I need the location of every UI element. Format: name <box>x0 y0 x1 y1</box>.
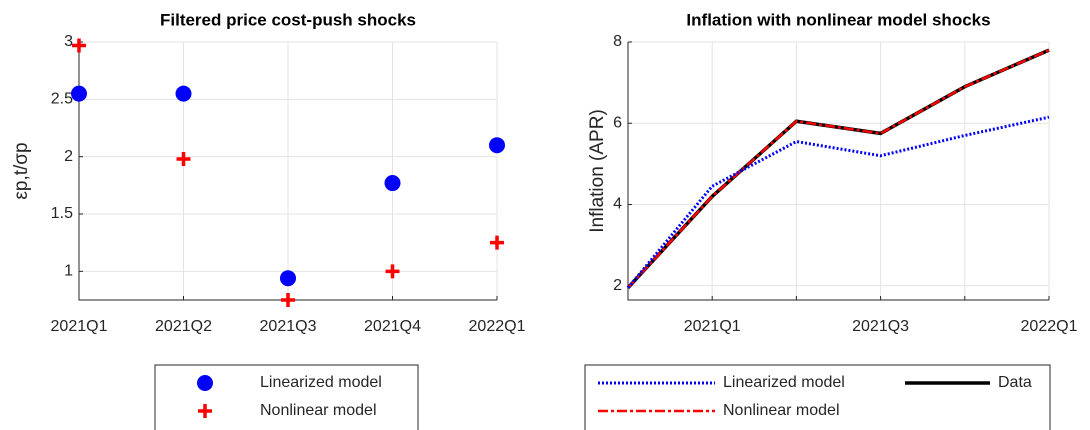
legend-label: Nonlinear model <box>723 402 840 419</box>
x-tick-label: 2021Q2 <box>155 318 212 335</box>
legend-label: Nonlinear model <box>260 402 377 419</box>
legend-label: Data <box>998 374 1032 391</box>
chart-title: Filtered price cost-push shocks <box>160 10 416 29</box>
y-tick-label: 6 <box>613 114 622 131</box>
point <box>197 375 213 391</box>
y-tick-label: 3 <box>64 33 73 50</box>
point <box>175 85 192 102</box>
y-tick-label: 2.5 <box>51 91 73 108</box>
y-tick-label: 2 <box>613 277 622 294</box>
point <box>385 264 400 279</box>
x-tick-label: 2021Q1 <box>51 318 108 335</box>
point <box>384 175 401 192</box>
point <box>489 137 505 154</box>
line <box>626 115 1050 289</box>
legend-label: Linearized model <box>723 374 845 391</box>
x-tick-label: 2021Q4 <box>364 318 421 335</box>
y-tick-label: 4 <box>613 196 622 213</box>
chart-title: Inflation with nonlinear model shocks <box>686 10 990 29</box>
y-tick-label: 1.5 <box>51 205 73 222</box>
legend <box>154 364 419 430</box>
point <box>198 404 212 418</box>
point <box>490 235 504 250</box>
plot-area <box>628 42 1049 300</box>
y-tick-label: 1 <box>64 263 73 280</box>
x-tick-label: 2022Q1 <box>469 318 526 335</box>
legend <box>584 364 1051 430</box>
point <box>176 151 191 166</box>
x-tick-label: 2021Q1 <box>684 318 741 335</box>
legend-label: Linearized model <box>260 374 382 391</box>
point <box>281 293 295 307</box>
y-tick-label: 2 <box>64 148 73 165</box>
point <box>71 85 87 102</box>
line <box>627 48 1050 289</box>
x-tick-label: 2021Q3 <box>260 318 317 335</box>
point <box>72 38 86 53</box>
y-tick-label: 8 <box>613 33 622 50</box>
point <box>280 270 296 287</box>
y-axis-label: Inflation (APR) <box>587 109 608 233</box>
axes <box>627 42 1049 301</box>
x-tick-label: 2022Q1 <box>1021 318 1078 335</box>
x-tick-label: 2021Q3 <box>852 318 909 335</box>
axes <box>78 42 497 301</box>
y-axis-label: εp,t/σp <box>11 142 32 199</box>
